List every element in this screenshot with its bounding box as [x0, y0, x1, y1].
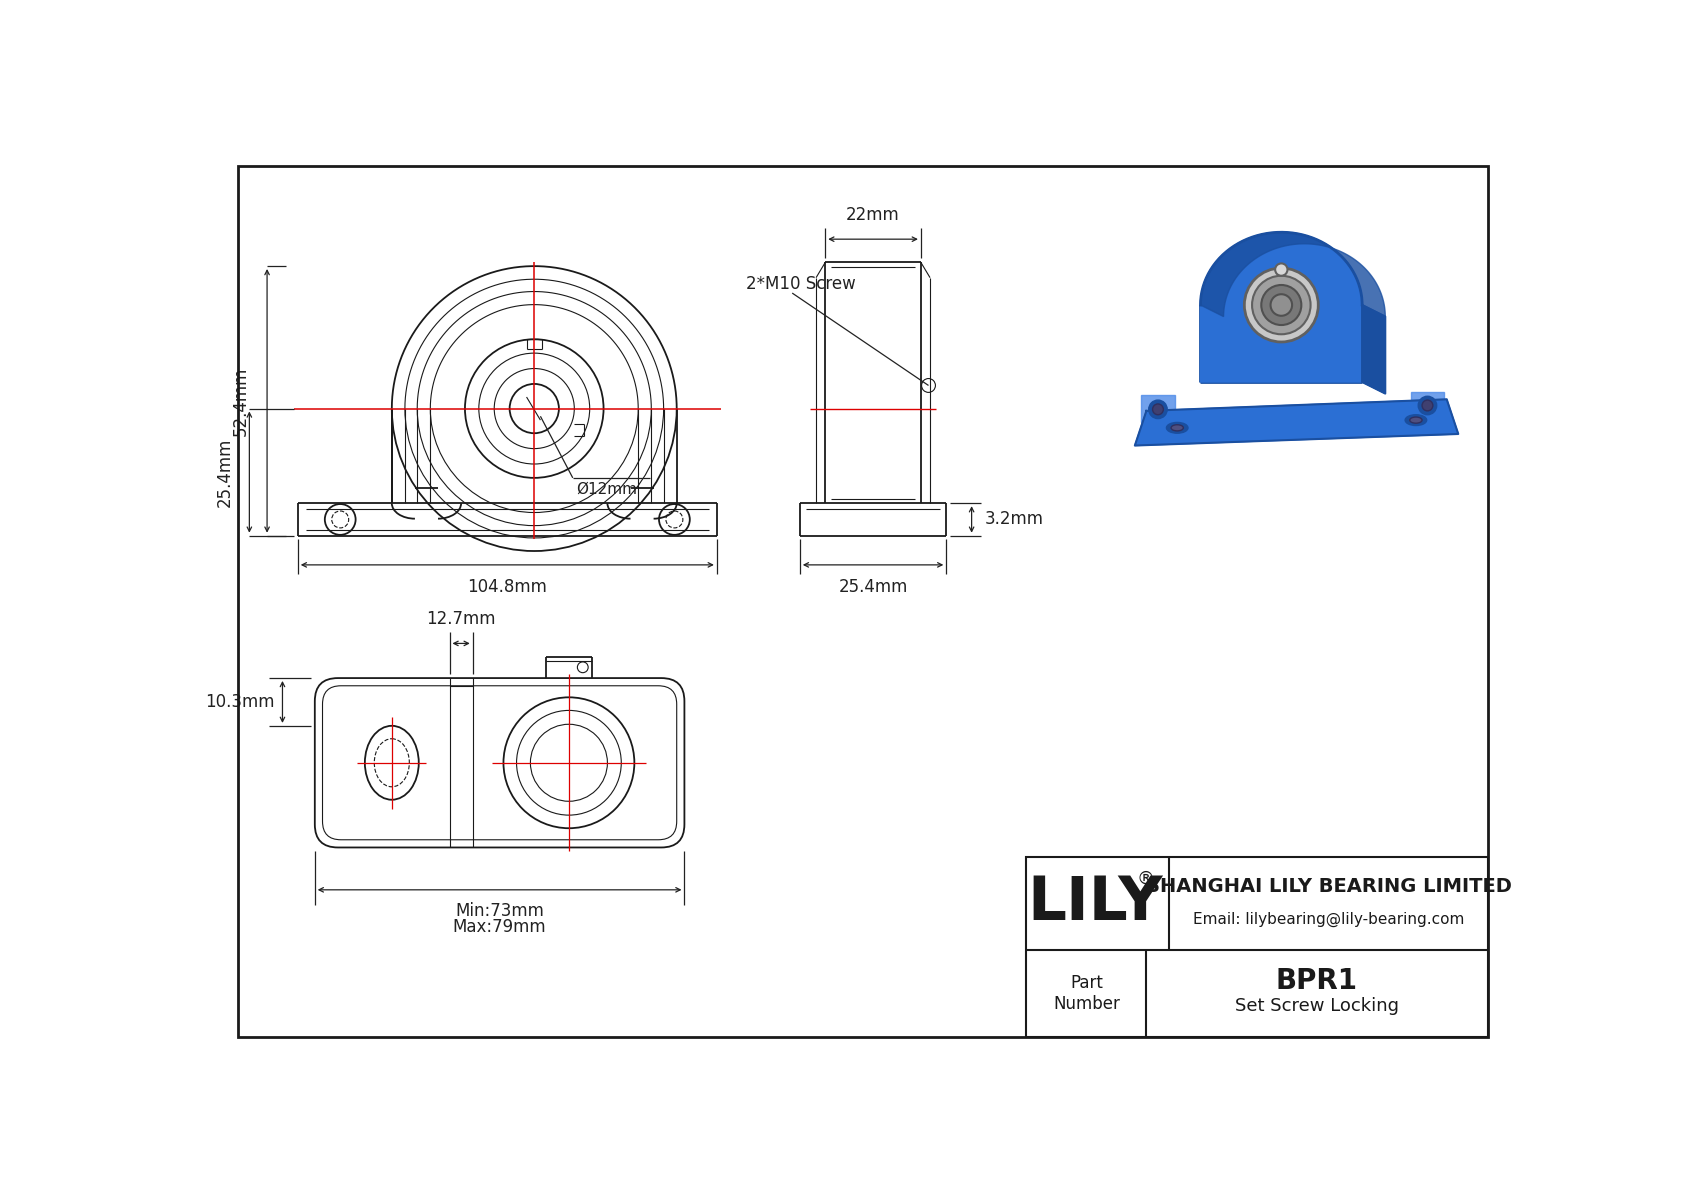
Text: 10.3mm: 10.3mm [205, 693, 274, 711]
Circle shape [1270, 294, 1292, 316]
Text: 25.4mm: 25.4mm [839, 578, 908, 596]
Circle shape [1152, 404, 1164, 414]
Text: BPR1: BPR1 [1276, 967, 1357, 994]
Circle shape [1421, 400, 1433, 411]
Text: 22mm: 22mm [845, 206, 899, 224]
Text: 25.4mm: 25.4mm [216, 437, 234, 507]
Text: Part: Part [1069, 973, 1103, 992]
Text: 52.4mm: 52.4mm [232, 366, 249, 436]
Text: Ø12mm: Ø12mm [576, 482, 638, 497]
Ellipse shape [1170, 425, 1184, 431]
Polygon shape [1411, 392, 1445, 418]
Circle shape [1148, 400, 1167, 418]
Circle shape [1261, 285, 1302, 325]
Text: 104.8mm: 104.8mm [468, 578, 547, 596]
Text: Number: Number [1052, 996, 1120, 1014]
Text: Email: lilybearing@lily-bearing.com: Email: lilybearing@lily-bearing.com [1192, 911, 1463, 927]
Circle shape [1275, 263, 1288, 276]
Circle shape [1244, 268, 1319, 342]
Polygon shape [1142, 395, 1175, 423]
Text: Max:79mm: Max:79mm [453, 917, 546, 936]
Ellipse shape [1167, 423, 1187, 434]
Bar [1026, 858, 1489, 1037]
Polygon shape [1135, 399, 1458, 445]
Text: ®: ® [1137, 871, 1155, 888]
Circle shape [1418, 397, 1436, 414]
Text: LILY: LILY [1027, 874, 1164, 934]
Polygon shape [1201, 232, 1362, 382]
Polygon shape [1362, 305, 1386, 393]
Text: Min:73mm: Min:73mm [455, 902, 544, 921]
Polygon shape [1201, 232, 1386, 317]
Text: 2*M10 Screw: 2*M10 Screw [746, 275, 855, 293]
Text: SHANGHAI LILY BEARING LIMITED: SHANGHAI LILY BEARING LIMITED [1145, 878, 1512, 897]
Ellipse shape [1404, 414, 1426, 425]
Bar [1100, 180, 1477, 473]
Text: 12.7mm: 12.7mm [426, 610, 495, 628]
Ellipse shape [1410, 417, 1421, 423]
Circle shape [1251, 276, 1310, 335]
Text: Set Screw Locking: Set Screw Locking [1234, 997, 1399, 1015]
Text: 3.2mm: 3.2mm [985, 511, 1044, 529]
